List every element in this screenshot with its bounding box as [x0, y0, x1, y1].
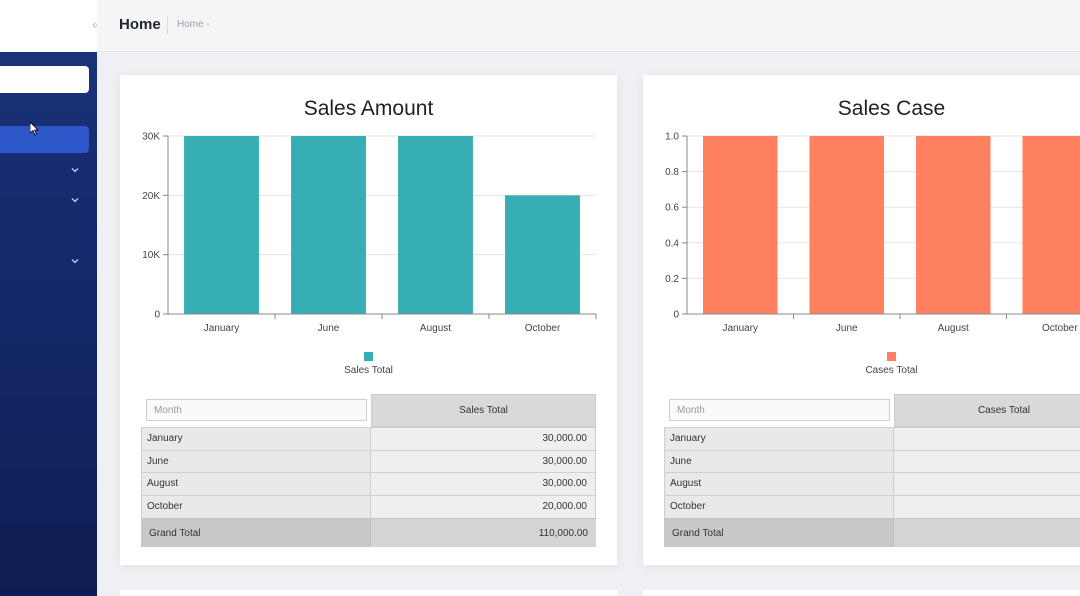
bar — [809, 136, 885, 314]
pivot-table: Month Cases Total January June August Oc… — [664, 394, 1080, 547]
x-tick-label: June — [836, 323, 858, 334]
month-cell: January — [141, 428, 371, 450]
table-row: January 30,000.00 — [141, 427, 596, 450]
grand-total-value: 110,000.00 — [371, 518, 596, 547]
sidebar-search-input[interactable] — [0, 66, 89, 93]
page-title: Home — [119, 16, 161, 33]
table-row: October — [664, 495, 1080, 518]
value-cell — [894, 496, 1080, 518]
month-filter-field[interactable]: Month — [669, 399, 890, 421]
sales-case-card: Sales Case 0 0.2 0.4 0.6 0.8 1.0 January June Au… — [643, 75, 1080, 565]
grand-total-label: Grand Total — [141, 518, 371, 547]
month-cell: June — [664, 450, 894, 473]
y-tick-label: 20K — [142, 191, 160, 202]
month-cell: June — [141, 450, 371, 473]
month-cell: October — [141, 496, 371, 518]
value-cell: 30,000.00 — [371, 450, 596, 473]
page-header: Home Home - — [97, 0, 1080, 52]
chart-title: Sales Case — [837, 97, 946, 120]
collapse-sidebar-icon[interactable]: « — [91, 16, 101, 33]
value-cell: 30,000.00 — [371, 428, 596, 450]
x-tick-label: January — [204, 323, 240, 334]
column-header[interactable]: Sales Total — [371, 394, 596, 427]
x-tick-label: October — [525, 323, 561, 334]
bar — [915, 136, 991, 314]
bar — [702, 136, 778, 314]
value-cell — [894, 473, 1080, 496]
sidebar-brand-area — [0, 0, 97, 52]
legend-label: Cases Total — [865, 365, 918, 376]
y-tick-label: 0.8 — [665, 167, 679, 178]
x-tick-label: August — [938, 323, 969, 334]
y-tick-label: 30K — [142, 132, 160, 143]
bar — [505, 195, 580, 314]
table-header-row: Month Cases Total — [664, 394, 1080, 427]
y-tick-label: 1.0 — [665, 132, 679, 143]
chevron-down-icon[interactable] — [70, 256, 80, 266]
bar — [398, 136, 473, 314]
x-tick-label: August — [420, 323, 451, 334]
table-row: August — [664, 472, 1080, 496]
table-row: October 20,000.00 — [141, 495, 596, 518]
y-tick-label: 10K — [142, 250, 160, 261]
y-tick-label: 0 — [154, 310, 160, 321]
legend-swatch — [364, 352, 373, 361]
value-cell: 20,000.00 — [371, 496, 596, 518]
chevron-down-icon[interactable] — [70, 195, 80, 205]
next-card-edge — [643, 590, 1080, 596]
sales-amount-card: Sales Amount 0 10K 20K 30K January June August… — [120, 75, 617, 565]
bar — [184, 136, 259, 314]
next-card-edge — [120, 590, 617, 596]
chart-legend[interactable]: Cases Total — [643, 352, 1080, 376]
y-tick-label: 0 — [673, 310, 679, 321]
value-cell: 30,000.00 — [371, 473, 596, 496]
mouse-cursor-icon — [29, 121, 40, 136]
x-tick-label: October — [1042, 323, 1078, 334]
chart-title: Sales Amount — [303, 97, 434, 120]
x-tick-label: June — [318, 323, 340, 334]
table-row: January — [664, 427, 1080, 450]
grand-total-row: Grand Total — [664, 517, 1080, 547]
sales-amount-chart: 0 10K 20K 30K January June August October — [142, 132, 597, 334]
table-header-row: Month Sales Total — [141, 394, 596, 427]
y-tick-label: 0.4 — [665, 238, 679, 249]
y-tick-label: 0.6 — [665, 203, 679, 214]
bar — [1022, 136, 1080, 314]
grand-total-value — [894, 518, 1080, 547]
table-row: June — [664, 449, 1080, 473]
sales-case-chart: 0 0.2 0.4 0.6 0.8 1.0 January June August October — [665, 132, 1080, 334]
chart-legend[interactable]: Sales Total — [120, 352, 617, 376]
month-cell: October — [664, 496, 894, 518]
chevron-down-icon[interactable] — [70, 165, 80, 175]
month-filter-field[interactable]: Month — [146, 399, 367, 421]
month-cell: January — [664, 428, 894, 450]
table-row: June 30,000.00 — [141, 449, 596, 473]
breadcrumb[interactable]: Home - — [177, 19, 210, 30]
bar — [291, 136, 366, 314]
x-tick-label: January — [722, 323, 758, 334]
table-row: August 30,000.00 — [141, 472, 596, 496]
sidebar — [0, 52, 97, 596]
legend-label: Sales Total — [344, 365, 393, 376]
legend-swatch — [887, 352, 896, 361]
y-tick-label: 0.2 — [665, 274, 679, 285]
month-cell: August — [664, 473, 894, 496]
column-header[interactable]: Cases Total — [894, 394, 1080, 427]
value-cell — [894, 428, 1080, 450]
grand-total-label: Grand Total — [664, 518, 894, 547]
value-cell — [894, 450, 1080, 473]
month-cell: August — [141, 473, 371, 496]
pivot-table: Month Sales Total January 30,000.00 June 3… — [141, 394, 596, 547]
grand-total-row: Grand Total 110,000.00 — [141, 517, 596, 547]
sidebar-item-active[interactable] — [0, 126, 89, 153]
header-divider — [167, 16, 168, 34]
